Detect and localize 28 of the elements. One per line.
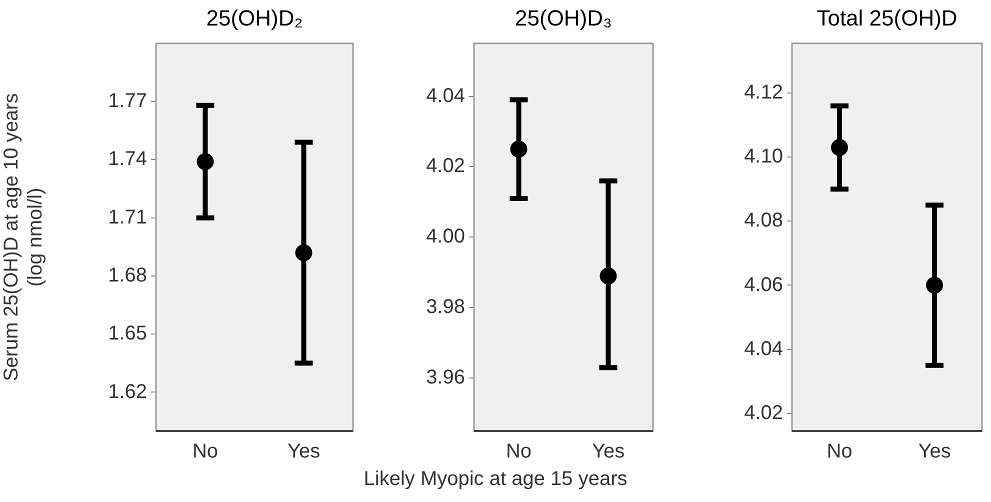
y-tick-label: 4.04 — [426, 84, 465, 107]
x-tick-label: No — [192, 440, 218, 463]
y-tick-label: 4.06 — [744, 274, 783, 296]
x-tick-label: Yes — [287, 440, 320, 463]
y-tick-label: 4.02 — [744, 402, 783, 424]
y-tick-label: 1.62 — [108, 380, 147, 403]
y-tick-label: 4.04 — [744, 338, 783, 360]
y-tick-label: 4.10 — [744, 146, 783, 168]
x-axis-title: Likely Myopic at age 15 years — [362, 468, 628, 491]
y-tick-label: 1.71 — [108, 206, 147, 228]
y-tick-label: 3.98 — [426, 296, 465, 318]
chart-title: 25(OH)D₂ — [206, 5, 303, 30]
y-tick-label: 1.68 — [108, 264, 147, 286]
y-tick-label: 3.96 — [426, 366, 465, 389]
y-tick-label: 4.08 — [744, 210, 783, 232]
chart-title: 25(OH)D₃ — [515, 5, 612, 30]
y-tick-label: 1.77 — [108, 90, 147, 112]
y-tick-label: 4.00 — [426, 226, 465, 248]
x-tick-label: Yes — [918, 440, 951, 463]
x-tick-label: No — [826, 440, 852, 463]
y-axis-title: Serum 25(OH)D at age 10 years (log nmol/l) — [0, 93, 47, 382]
y-tick-label: 4.12 — [744, 82, 783, 104]
x-tick-label: No — [506, 440, 532, 463]
y-tick-label: 1.65 — [108, 322, 147, 345]
chart-title: Total 25(OH)D — [816, 5, 958, 30]
y-tick-label: 1.74 — [108, 148, 147, 170]
x-tick-label: Yes — [592, 440, 625, 463]
y-tick-label: 4.02 — [426, 155, 465, 178]
